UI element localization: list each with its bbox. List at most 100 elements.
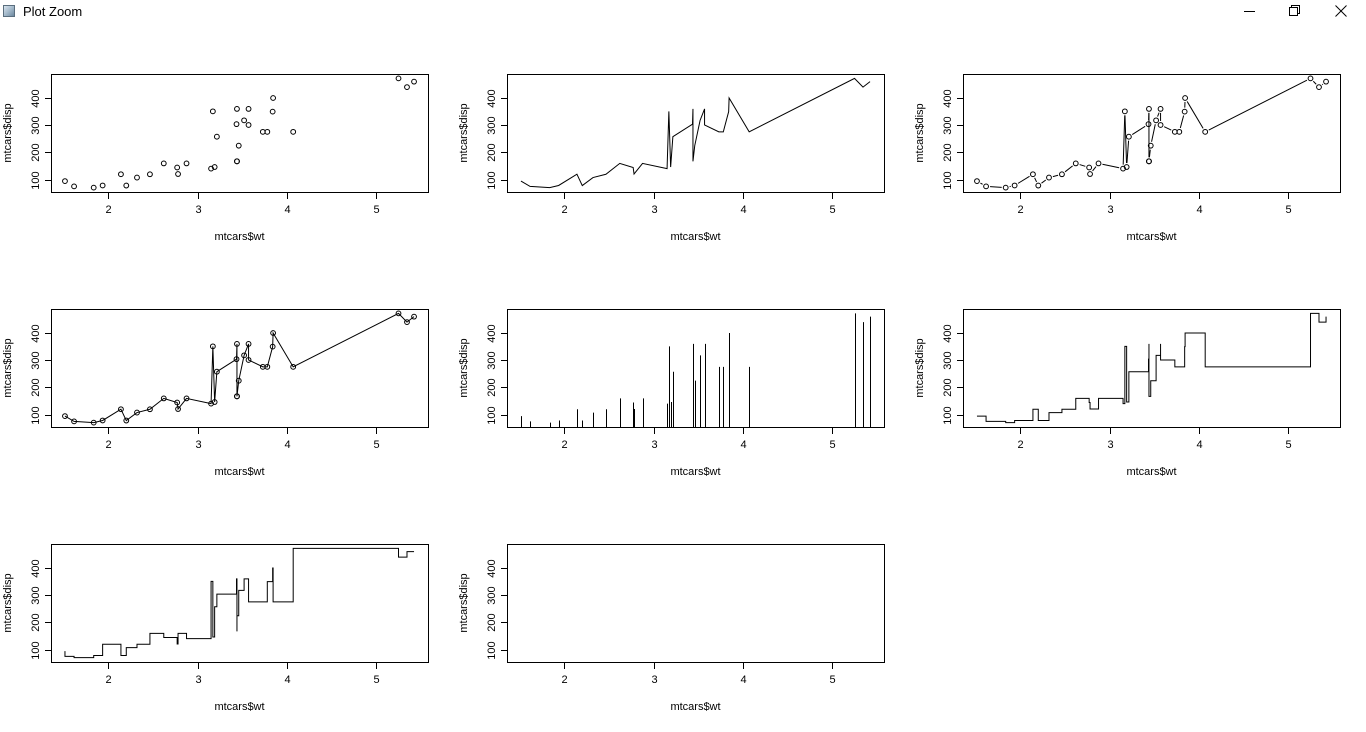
series-segment — [1035, 178, 1037, 182]
restore-icon — [1289, 5, 1301, 17]
series-segment — [1149, 150, 1150, 158]
series-segment — [1125, 115, 1127, 163]
x-tick-label: 2 — [561, 439, 567, 451]
data-point — [1060, 172, 1065, 177]
plot-frame — [964, 310, 1341, 428]
x-tick-label: 3 — [651, 674, 657, 686]
data-point — [1126, 134, 1131, 139]
x-tick-label: 4 — [1196, 204, 1202, 216]
step-line — [977, 313, 1326, 422]
data-point — [1203, 129, 1208, 134]
x-tick-label: 2 — [105, 204, 111, 216]
x-tick-label: 5 — [829, 674, 835, 686]
data-point — [1012, 183, 1017, 188]
close-button[interactable] — [1319, 0, 1363, 24]
y-tick-label: 100 — [30, 171, 42, 189]
series-segment — [1322, 84, 1323, 85]
y-tick-label: 300 — [486, 586, 498, 604]
data-point — [412, 79, 417, 84]
series-segment — [1065, 166, 1073, 172]
series-segment — [1187, 101, 1203, 128]
data-point — [984, 184, 989, 189]
x-tick-label: 4 — [284, 674, 290, 686]
data-point — [1147, 159, 1152, 164]
x-axis-label: mtcars$wt — [1126, 231, 1176, 243]
y-axis-label: mtcars$disp — [2, 573, 14, 632]
x-tick-label: 2 — [561, 674, 567, 686]
series-segment — [1164, 127, 1171, 130]
y-tick-label: 400 — [486, 324, 498, 342]
x-axis-label: mtcars$wt — [214, 466, 264, 478]
x-tick-label: 5 — [829, 439, 835, 451]
plot-frame — [52, 75, 429, 193]
minimize-button[interactable] — [1228, 0, 1272, 24]
series-segment — [1102, 164, 1119, 168]
data-point — [1088, 172, 1093, 177]
data-point — [1182, 109, 1187, 114]
data-point — [271, 96, 276, 101]
series-segment — [1018, 176, 1029, 183]
x-tick-label: 3 — [195, 204, 201, 216]
data-point — [1158, 123, 1163, 128]
y-tick-label: 100 — [486, 171, 498, 189]
y-tick-label: 200 — [486, 613, 498, 631]
x-tick-label: 5 — [1285, 204, 1291, 216]
x-tick-label: 4 — [740, 674, 746, 686]
series-segment — [1123, 115, 1125, 164]
x-tick-label: 4 — [740, 204, 746, 216]
y-axis-label: mtcars$disp — [458, 103, 470, 162]
data-point — [176, 172, 181, 177]
series-segment — [1127, 141, 1129, 163]
y-tick-label: 400 — [30, 89, 42, 107]
data-point — [246, 123, 251, 128]
minimize-icon — [1244, 5, 1256, 17]
x-tick-label: 3 — [195, 674, 201, 686]
data-point — [1087, 165, 1092, 170]
x-tick-label: 5 — [1285, 439, 1291, 451]
series-segment — [980, 183, 982, 184]
y-tick-label: 300 — [486, 351, 498, 369]
data-point — [1036, 183, 1041, 188]
y-tick-label: 300 — [942, 116, 954, 134]
data-point — [291, 129, 296, 134]
plot-frame — [52, 545, 429, 663]
y-tick-label: 400 — [30, 324, 42, 342]
data-point — [100, 183, 105, 188]
x-tick-label: 4 — [284, 204, 290, 216]
series-segment — [1152, 124, 1156, 142]
y-tick-label: 400 — [942, 324, 954, 342]
series-segment — [1093, 167, 1096, 171]
x-axis-label: mtcars$wt — [670, 231, 720, 243]
data-point — [246, 106, 251, 111]
step-line — [65, 548, 414, 657]
data-point — [91, 185, 96, 190]
y-tick-label: 200 — [942, 143, 954, 161]
series-segment — [1158, 113, 1160, 117]
series-segment — [1313, 81, 1316, 84]
y-tick-label: 200 — [486, 143, 498, 161]
series-segment — [1132, 126, 1145, 134]
plot-area: 2 3 4 5 100 200 300 400 mtcars$wt mtcars$disp 2 3 4 5… — [0, 24, 1366, 727]
x-tick-label: 2 — [105, 439, 111, 451]
y-tick-label: 400 — [486, 89, 498, 107]
y-tick-label: 300 — [30, 351, 42, 369]
series-segment — [1053, 175, 1058, 176]
data-point — [1158, 106, 1163, 111]
data-point — [184, 161, 189, 166]
y-axis-label: mtcars$disp — [914, 338, 926, 397]
y-tick-label: 100 — [30, 641, 42, 659]
plot-frame — [508, 545, 885, 663]
data-point — [242, 118, 247, 123]
x-tick-label: 4 — [1196, 439, 1202, 451]
restore-button[interactable] — [1273, 0, 1317, 24]
data-point — [124, 183, 129, 188]
series-line — [521, 78, 870, 187]
y-tick-label: 200 — [30, 613, 42, 631]
r-plot-icon — [3, 5, 15, 17]
data-point — [214, 134, 219, 139]
data-point — [161, 161, 166, 166]
